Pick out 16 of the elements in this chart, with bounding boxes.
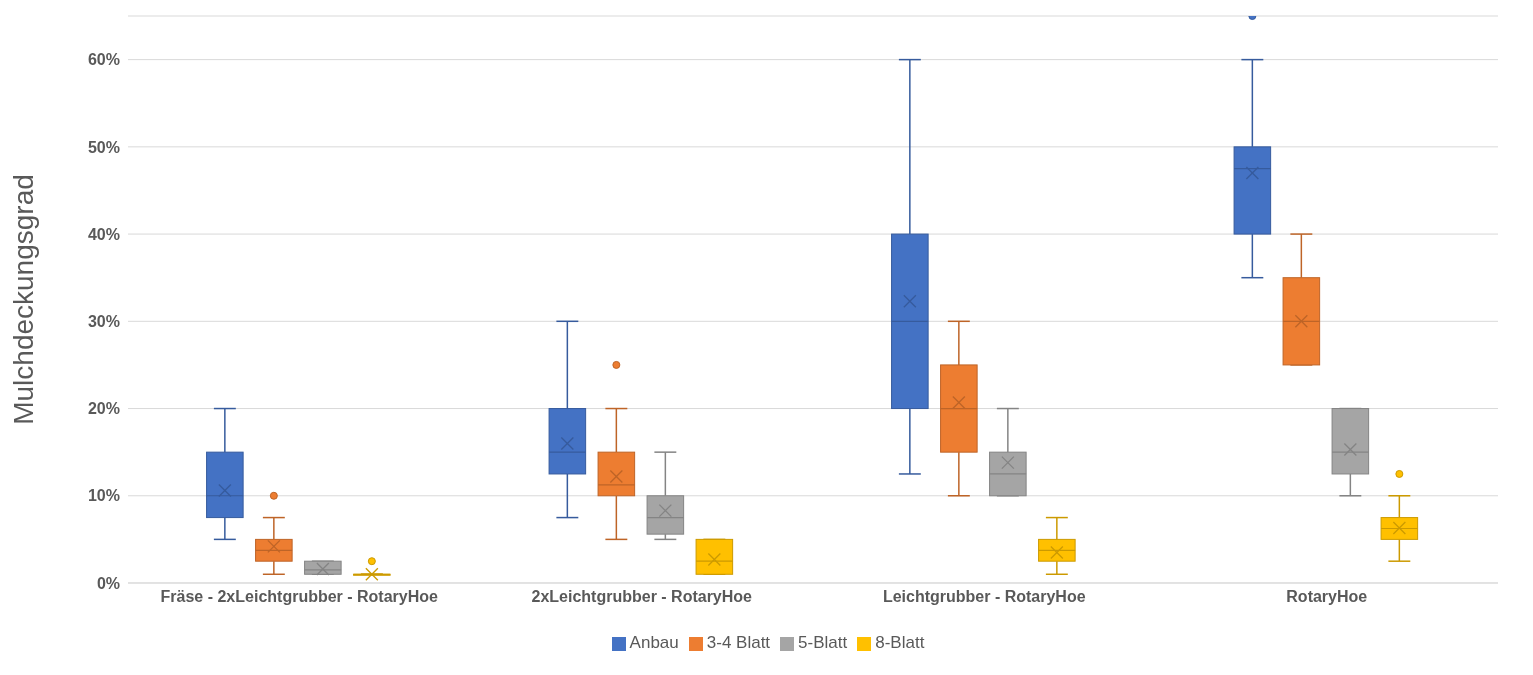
y-tick-label: 50%: [87, 138, 120, 156]
legend-label: 8-Blatt: [875, 633, 925, 652]
x-tick-label: Fräse - 2xLeichtgrubber - RotaryHoe: [160, 588, 439, 606]
y-tick-label: 40%: [87, 225, 120, 243]
y-tick-label: 0%: [96, 574, 120, 592]
x-tick-label: Leichtgrubber - RotaryHoe: [882, 588, 1086, 606]
x-tick-label: RotaryHoe: [1286, 588, 1368, 606]
y-tick-label: 20%: [87, 400, 120, 418]
y-tick-label: 60%: [87, 51, 120, 69]
legend-label: 3-4 Blatt: [706, 633, 771, 652]
x-tick-label: 2xLeichtgrubber - RotaryHoe: [531, 588, 753, 606]
y-tick-label: 30%: [87, 312, 120, 330]
y-tick-label: 10%: [87, 487, 120, 505]
legend-label: Anbau: [629, 633, 679, 652]
y-axis-title: Mulchdeckungsgrad: [7, 174, 39, 425]
legend-label: 5-Blatt: [798, 633, 848, 652]
